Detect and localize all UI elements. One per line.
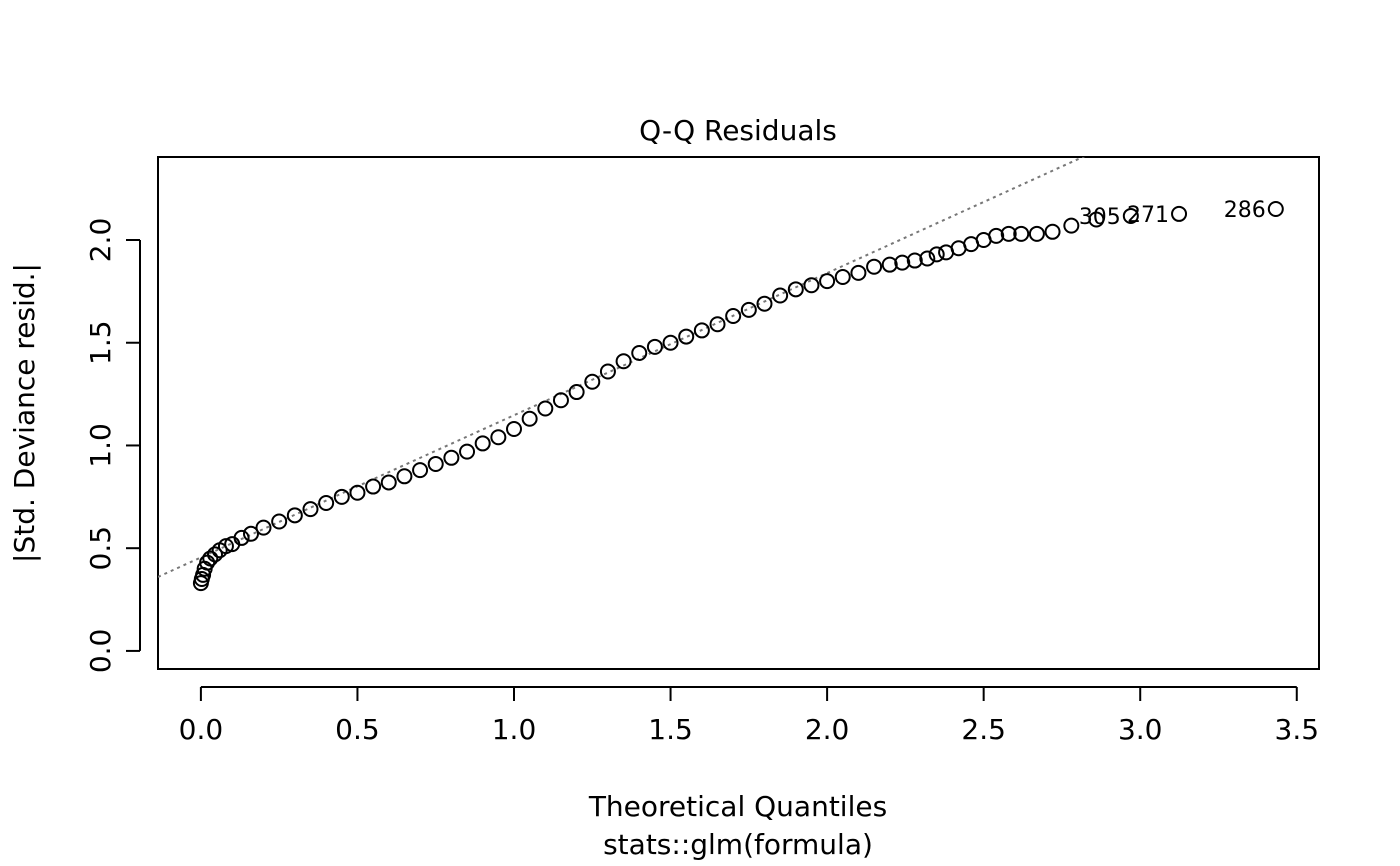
point — [412, 462, 429, 479]
point — [881, 256, 898, 273]
y-tick-label: 2.0 — [84, 218, 117, 263]
point — [318, 494, 335, 511]
x-tick-label: 0.5 — [335, 713, 380, 746]
point — [1171, 205, 1188, 222]
point — [787, 281, 804, 298]
x-tick-label: 3.0 — [1118, 713, 1163, 746]
point — [380, 474, 397, 491]
point — [834, 268, 851, 285]
point — [242, 525, 259, 542]
point — [490, 429, 507, 446]
point — [988, 227, 1005, 244]
point — [568, 384, 585, 401]
point — [803, 277, 820, 294]
point-label: 305 — [1079, 205, 1121, 230]
point — [271, 513, 288, 530]
subtitle: stats::glm(formula) — [603, 828, 873, 861]
x-tick-label: 2.5 — [961, 713, 1006, 746]
point — [1063, 217, 1080, 234]
point — [693, 322, 710, 339]
point — [365, 478, 382, 495]
point — [349, 484, 366, 501]
point — [919, 250, 936, 267]
point — [537, 400, 554, 417]
point — [506, 421, 523, 438]
x-tick-label: 1.5 — [648, 713, 693, 746]
point — [206, 546, 223, 563]
x-tick-label: 1.0 — [492, 713, 537, 746]
point — [1044, 223, 1061, 240]
point — [772, 287, 789, 304]
point — [427, 455, 444, 472]
point — [599, 363, 616, 380]
point — [302, 501, 319, 518]
x-axis-label: Theoretical Quantiles — [588, 790, 887, 823]
point — [333, 488, 350, 505]
point — [286, 507, 303, 524]
point — [928, 246, 945, 263]
point — [459, 443, 476, 460]
x-tick-label: 0.0 — [179, 713, 224, 746]
point — [756, 295, 773, 312]
point — [443, 449, 460, 466]
point-label: 271 — [1127, 203, 1169, 228]
x-tick-label: 3.5 — [1275, 713, 1320, 746]
point — [474, 435, 491, 452]
point — [396, 468, 413, 485]
point — [1088, 211, 1105, 228]
point — [906, 252, 923, 269]
point — [678, 328, 695, 345]
point — [646, 338, 663, 355]
x-tick-label: 2.0 — [805, 713, 850, 746]
point — [1013, 225, 1030, 242]
plot-frame — [157, 156, 1320, 670]
point — [552, 392, 569, 409]
y-tick-label: 1.5 — [84, 320, 117, 365]
point — [255, 519, 272, 536]
y-tick-label: 0.0 — [84, 629, 117, 674]
point — [1028, 225, 1045, 242]
point — [202, 550, 219, 567]
y-axis-label: |Std. Deviance resid.| — [8, 263, 41, 563]
point — [819, 273, 836, 290]
point — [894, 254, 911, 271]
point — [521, 410, 538, 427]
chart-title: Q-Q Residuals — [639, 114, 837, 147]
point — [740, 301, 757, 318]
point — [233, 529, 250, 546]
point — [1122, 207, 1139, 224]
point — [1267, 200, 1284, 217]
point-label: 286 — [1224, 198, 1266, 223]
point — [662, 334, 679, 351]
point — [631, 345, 648, 362]
point — [850, 264, 867, 281]
point — [1000, 225, 1017, 242]
point — [866, 258, 883, 275]
y-tick-label: 0.5 — [84, 526, 117, 571]
point — [725, 308, 742, 325]
point — [709, 316, 726, 333]
y-tick-label: 1.0 — [84, 423, 117, 468]
point — [584, 373, 601, 390]
point — [615, 353, 632, 370]
